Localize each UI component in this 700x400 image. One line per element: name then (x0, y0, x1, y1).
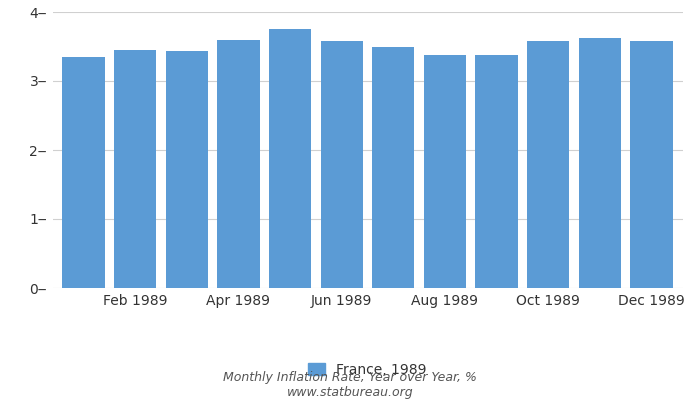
Bar (114, 50, 156, 288)
Bar (579, 38, 621, 288)
Bar (424, 55, 466, 288)
Legend: France, 1989: France, 1989 (302, 356, 433, 384)
Bar (321, 41, 363, 288)
Bar (62, 57, 105, 288)
Bar (527, 41, 569, 288)
Text: Monthly Inflation Rate, Year over Year, %: Monthly Inflation Rate, Year over Year, … (223, 372, 477, 384)
Bar (630, 41, 673, 288)
Bar (372, 47, 414, 288)
Bar (166, 51, 208, 288)
Text: www.statbureau.org: www.statbureau.org (287, 386, 413, 399)
Bar (269, 28, 312, 288)
Bar (475, 56, 518, 288)
Bar (217, 40, 260, 288)
